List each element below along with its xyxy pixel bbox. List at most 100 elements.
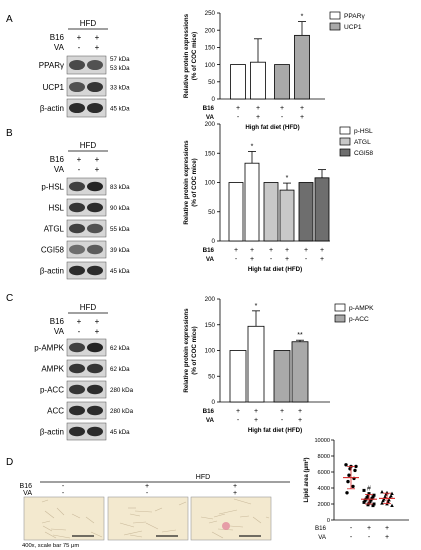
cell-membrane (41, 520, 51, 524)
blot-band-label: ACC (47, 407, 64, 416)
condition-mark: + (320, 256, 324, 263)
condition-mark: + (298, 417, 302, 424)
bar (244, 162, 260, 242)
blot-band (69, 102, 85, 114)
histology-tissue (107, 496, 189, 541)
blot-condition-mark: + (95, 33, 100, 42)
bar (298, 182, 314, 242)
condition-mark: - (237, 114, 240, 121)
blot-condition-mark: + (77, 33, 82, 42)
condition-mark: + (254, 417, 258, 424)
cell-membrane (265, 516, 270, 519)
blot-condition-label: VA (54, 327, 65, 336)
cell-membrane (145, 522, 159, 530)
y-axis-label: (% of COC mice) (191, 158, 198, 206)
cell-membrane (213, 513, 226, 518)
blot-band (87, 102, 103, 114)
data-point (347, 473, 351, 477)
condition-mark: + (269, 247, 273, 254)
data-point (380, 490, 384, 494)
data-point (368, 500, 372, 504)
data-point (381, 498, 385, 503)
legend-swatch (329, 11, 341, 20)
y-axis-label: (% of COC mice) (191, 326, 198, 374)
cell-membrane (56, 507, 65, 516)
blot-band-label: PPARγ (39, 61, 64, 70)
condition-mark: + (256, 105, 260, 112)
blot-band-label: β-actin (40, 267, 64, 276)
y-axis-label: Relative protein expressions (183, 13, 190, 98)
condition-mark: + (300, 114, 304, 121)
condition-mark: - (368, 534, 371, 541)
data-point (363, 499, 367, 503)
y-tick-label: 200 (205, 27, 216, 34)
significance-mark: # (367, 485, 371, 492)
condition-mark: + (298, 408, 302, 415)
bar (230, 64, 246, 100)
blot-condition-mark: + (95, 165, 100, 174)
significance-mark: * (286, 175, 289, 182)
condition-mark: - (281, 417, 284, 424)
data-point (366, 503, 370, 507)
blot-group-label: HFD (80, 141, 97, 150)
condition-mark: + (304, 247, 308, 254)
cell-membrane (134, 510, 153, 513)
condition-label: VA (206, 417, 215, 424)
histology-condition-label: B16 (20, 483, 33, 490)
condition-label: B16 (203, 408, 215, 415)
data-point (383, 494, 387, 499)
condition-mark: + (320, 247, 324, 254)
panel-letter-B: B (6, 128, 13, 139)
blot-kda-label: 55 kDa (110, 226, 130, 233)
histology-image (190, 496, 272, 541)
condition-label: B16 (203, 105, 215, 112)
data-point (372, 493, 376, 497)
y-tick-label: 100 (205, 180, 216, 187)
condition-mark: - (305, 256, 308, 263)
data-point (345, 491, 349, 495)
cell-membrane (129, 534, 143, 538)
blot-band (69, 244, 85, 255)
blot-band-label: UCP1 (43, 83, 65, 92)
legend-label: UCP1 (344, 24, 362, 31)
blot-group-label: HFD (80, 303, 97, 312)
blot-band (69, 405, 85, 416)
data-point (369, 498, 373, 502)
data-point (346, 479, 350, 484)
bar (229, 350, 247, 403)
y-tick-label: 6000 (318, 470, 330, 476)
significance-mark: * (255, 303, 258, 310)
blot-band (87, 181, 103, 192)
histology-tissue (23, 496, 105, 541)
condition-mark: + (250, 256, 254, 263)
blot-band (87, 405, 103, 416)
data-point (344, 463, 348, 467)
cell-membrane (154, 507, 163, 512)
condition-mark: - (281, 114, 284, 121)
y-axis-label: Lipid area (μm²) (303, 457, 310, 502)
data-point (362, 488, 366, 492)
cell-membrane (233, 498, 252, 505)
histology-image (107, 496, 189, 541)
cell-membrane (123, 530, 143, 536)
blot-group-label: HFD (80, 19, 97, 28)
y-tick-label: 100 (205, 348, 216, 355)
condition-label: B16 (315, 525, 327, 532)
blot-band (87, 244, 103, 255)
bar (279, 189, 295, 242)
cell-membrane (218, 509, 238, 515)
y-tick-label: 50 (208, 373, 215, 380)
blot-kda-label: 45 kDa (110, 106, 130, 113)
blot-band (87, 363, 103, 374)
condition-label: VA (206, 256, 215, 263)
x-axis-label: High fat diet (HFD) (248, 427, 302, 434)
bar (228, 182, 244, 242)
cell-membrane (90, 531, 103, 538)
legend-label: p-HSL (354, 128, 373, 135)
cell-membrane (42, 525, 53, 532)
cell-membrane (44, 510, 55, 519)
legend-swatch (334, 303, 346, 312)
histology-condition-label: VA (23, 490, 32, 497)
blot-kda-label: 83 kDa (110, 184, 130, 191)
blot-band (69, 426, 85, 437)
